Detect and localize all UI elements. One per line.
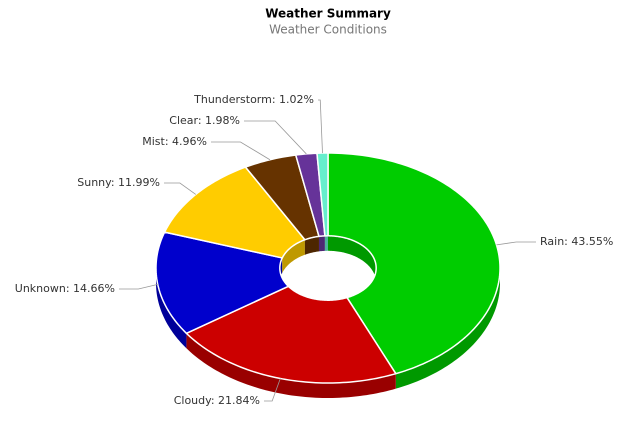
data-label: Clear: 1.98% — [169, 114, 240, 127]
leader-line — [164, 182, 197, 195]
slice-inner-side — [318, 235, 325, 252]
leader-line — [496, 241, 536, 246]
slice-inner-side — [324, 235, 328, 251]
leader-line — [318, 99, 323, 154]
slice-side — [186, 333, 396, 398]
chart-subtitle: Weather Conditions — [269, 23, 387, 37]
data-label: Thunderstorm: 1.02% — [193, 93, 314, 106]
data-label: Cloudy: 21.84% — [174, 394, 260, 407]
data-label: Rain: 43.55% — [540, 235, 613, 248]
leader-line — [211, 141, 271, 161]
slice-side — [156, 232, 187, 349]
chart-title: Weather Summary — [265, 7, 391, 21]
slice-inner-side — [304, 236, 319, 255]
leader-line — [119, 284, 158, 290]
slice — [316, 152, 329, 237]
leader-line — [244, 120, 307, 155]
slice-inner-side — [282, 239, 305, 273]
leader-line — [264, 378, 281, 402]
data-label: Mist: 4.96% — [142, 135, 207, 148]
data-label: Sunny: 11.99% — [77, 176, 160, 189]
data-label: Unknown: 14.66% — [15, 282, 115, 295]
